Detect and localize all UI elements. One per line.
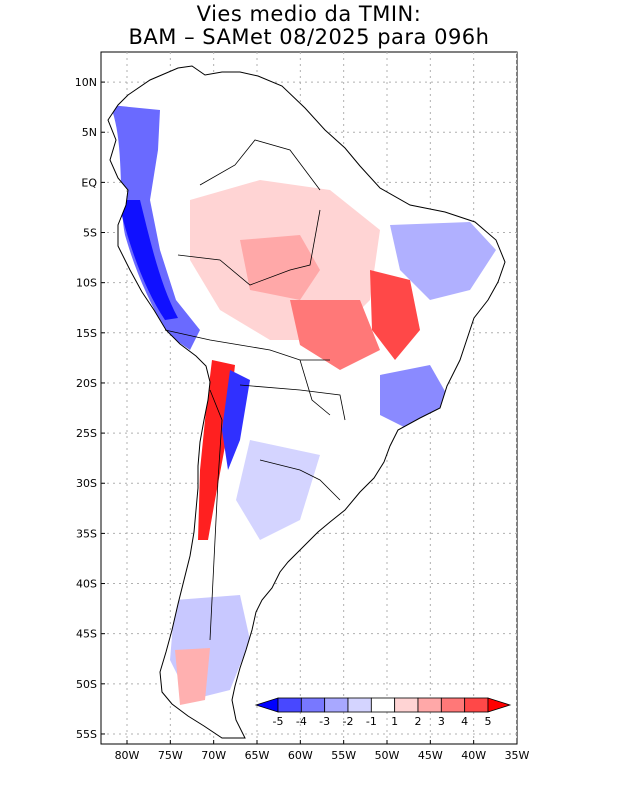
lat-tick-label: 20S — [76, 377, 97, 390]
colorbar-label: -1 — [366, 715, 377, 728]
lat-tick-label: 15S — [76, 327, 97, 340]
lon-tick-label: 60W — [288, 749, 313, 762]
colorbar-segment — [394, 697, 419, 713]
southeast-brazil-negative-bias — [380, 365, 450, 430]
lat-tick-label: 10N — [75, 76, 97, 89]
central-brazil-positive-bias — [290, 300, 380, 370]
country-borders — [164, 139, 346, 641]
lat-tick-label: 45S — [76, 628, 97, 641]
latitude-axis: 10N 5N EQ 5S 10S 15S 20S 25S 30S 35S 40S 45S 50S 55S — [75, 76, 105, 741]
colorbar-label: -4 — [296, 715, 307, 728]
northeast-brazil-negative-bias — [390, 222, 496, 300]
south-patagonia-positive-bias — [175, 648, 210, 705]
altiplano-negative-bias — [222, 370, 250, 470]
coastal-strong-negative-bias — [118, 200, 178, 320]
colorbar-segment — [300, 697, 326, 713]
lat-tick-label: 5N — [82, 126, 97, 139]
lon-tick-label: 55W — [331, 749, 356, 762]
lat-tick-label: 10S — [76, 277, 97, 290]
colorbar-label: 3 — [438, 715, 445, 728]
colorbar-label: 2 — [415, 715, 422, 728]
lat-tick-label: 25S — [76, 427, 97, 440]
lon-tick-label: 40W — [461, 749, 486, 762]
colorbar-segment — [277, 697, 302, 713]
lat-tick-label: 55S — [76, 728, 97, 741]
lat-tick-label: 50S — [76, 678, 97, 691]
lat-tick-label: 40S — [76, 578, 97, 591]
colorbar-segment — [440, 697, 466, 713]
colorbar-label: 1 — [391, 715, 398, 728]
colorbar-upper-extension — [487, 697, 512, 713]
lon-tick-label: 70W — [201, 749, 226, 762]
colorbar-segment — [464, 697, 489, 713]
cerrado-strong-positive-bias — [370, 270, 420, 360]
colorbar-segment — [347, 697, 372, 713]
lon-tick-label: 50W — [375, 749, 400, 762]
colorbar-label: -5 — [273, 715, 284, 728]
colorbar-label: -3 — [319, 715, 330, 728]
longitude-axis: 80W 75W 70W 65W 60W 55W 50W 45W 40W 35W — [115, 740, 530, 762]
chart-title-line-2: BAM – SAMet 08/2025 para 096h — [128, 25, 490, 49]
colorbar: -5 -4 -3 -2 -1 1 2 3 4 5 — [254, 697, 512, 728]
lat-tick-label: 5S — [83, 227, 97, 240]
chart-title-line-1: Vies medio da TMIN: — [196, 2, 422, 26]
colorbar-segment — [370, 697, 396, 713]
lon-tick-label: 80W — [115, 749, 140, 762]
lat-tick-label: 35S — [76, 527, 97, 540]
amazon-moderate-positive-bias — [240, 235, 320, 300]
andes-negative-bias-north — [110, 105, 200, 350]
colorbar-label: 4 — [461, 715, 468, 728]
colorbar-label: 5 — [485, 715, 492, 728]
argentina-slight-negative-bias — [236, 440, 320, 540]
lat-tick-label: 30S — [76, 477, 97, 490]
lon-tick-label: 45W — [418, 749, 443, 762]
lon-tick-label: 75W — [158, 749, 183, 762]
colorbar-segment — [324, 697, 349, 713]
lon-tick-label: 65W — [245, 749, 270, 762]
lon-tick-label: 35W — [505, 749, 530, 762]
lat-tick-label: EQ — [81, 176, 97, 189]
colorbar-label: -2 — [343, 715, 354, 728]
colorbar-segment — [417, 697, 442, 713]
